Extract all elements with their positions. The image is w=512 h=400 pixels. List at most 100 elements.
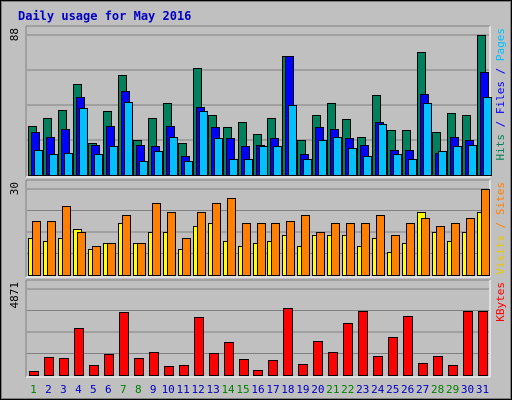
- panel-kbytes-legend: KBytes: [494, 282, 507, 322]
- bar-pages-day-25: [393, 154, 402, 176]
- bar-pages-day-22: [348, 148, 357, 176]
- day-label: 26: [401, 383, 414, 396]
- bar-pages-day-15: [244, 159, 253, 176]
- bar-sites-day-12: [197, 212, 206, 276]
- bar-kbytes-day-25: [388, 337, 398, 376]
- bar-sites-day-24: [376, 215, 385, 276]
- day-label: 9: [150, 383, 157, 396]
- day-label: 21: [326, 383, 339, 396]
- day-label: 14: [221, 383, 235, 396]
- bar-sites-day-25: [391, 235, 400, 276]
- legend-entry: Hits: [494, 134, 507, 161]
- panel-kbytes-ymax-label: 4871: [8, 282, 21, 309]
- day-label: 24: [371, 383, 385, 396]
- bar-kbytes-day-31: [478, 311, 488, 376]
- bar-kbytes-day-1: [29, 371, 39, 376]
- legend-entry: /: [494, 114, 507, 134]
- bar-pages-day-2: [49, 154, 58, 176]
- day-label: 15: [236, 383, 249, 396]
- bar-sites-day-27: [421, 218, 430, 276]
- bar-kbytes-day-7: [119, 312, 129, 376]
- day-label: 13: [206, 383, 219, 396]
- bar-kbytes-day-5: [89, 365, 99, 376]
- bar-sites-day-30: [466, 218, 475, 276]
- bar-kbytes-day-4: [74, 328, 84, 376]
- bar-pages-day-3: [64, 153, 73, 176]
- bar-kbytes-day-18: [283, 308, 293, 376]
- bar-kbytes-day-19: [298, 364, 308, 376]
- day-label: 22: [341, 383, 354, 396]
- bar-kbytes-day-29: [448, 365, 458, 376]
- day-label: 12: [192, 383, 205, 396]
- day-label: 29: [446, 383, 459, 396]
- day-label: 5: [90, 383, 97, 396]
- bar-sites-day-13: [212, 203, 221, 276]
- bar-sites-day-22: [346, 223, 355, 276]
- bar-kbytes-day-23: [358, 311, 368, 376]
- bar-pages-day-4: [79, 108, 88, 176]
- bar-sites-day-17: [271, 223, 280, 276]
- bar-pages-day-10: [169, 137, 178, 176]
- bar-kbytes-day-22: [343, 323, 353, 376]
- day-label: 31: [476, 383, 489, 396]
- bar-sites-day-18: [286, 221, 295, 276]
- bar-pages-day-19: [303, 159, 312, 176]
- bar-kbytes-day-6: [104, 354, 114, 376]
- bar-kbytes-day-24: [373, 356, 383, 376]
- bar-sites-day-26: [406, 223, 415, 276]
- bar-pages-day-23: [363, 156, 372, 176]
- panel-kbytes-background: [26, 280, 490, 377]
- bar-kbytes-day-28: [433, 356, 443, 376]
- bar-pages-day-7: [124, 102, 133, 176]
- bar-sites-day-8: [137, 243, 146, 276]
- bar-pages-day-16: [259, 146, 268, 176]
- bar-kbytes-day-8: [134, 358, 144, 376]
- bar-sites-day-28: [436, 226, 445, 276]
- bar-kbytes-day-12: [194, 317, 204, 376]
- bar-sites-day-6: [107, 243, 116, 276]
- legend-entry: Pages: [494, 28, 507, 61]
- bar-kbytes-day-13: [209, 353, 219, 376]
- bar-pages-day-31: [483, 97, 492, 176]
- bar-pages-day-27: [423, 103, 432, 176]
- bar-pages-day-14: [229, 159, 238, 176]
- legend-entry: /: [494, 61, 507, 81]
- chart-title: Daily usage for May 2016: [18, 9, 191, 23]
- day-label: 10: [162, 383, 175, 396]
- panel-kbytes: 4871 KBytes: [8, 279, 507, 378]
- day-label: 17: [266, 383, 279, 396]
- bar-pages-day-28: [438, 151, 447, 176]
- day-label: 18: [281, 383, 294, 396]
- bar-sites-day-23: [361, 223, 370, 276]
- bar-pages-day-5: [94, 154, 103, 176]
- panel-visits-ymax-label: 30: [8, 182, 21, 195]
- bar-kbytes-day-20: [313, 341, 323, 376]
- day-label: 30: [461, 383, 474, 396]
- day-label: 19: [296, 383, 309, 396]
- day-label: 16: [251, 383, 264, 396]
- bar-pages-day-8: [139, 161, 148, 176]
- panel-hits-ymax-label: 88: [8, 28, 21, 41]
- bar-pages-day-1: [34, 150, 43, 176]
- bar-kbytes-day-14: [224, 342, 234, 376]
- bar-sites-day-9: [152, 203, 161, 276]
- bar-sites-day-16: [257, 223, 266, 276]
- chart-panels: 88 Hits / Files / Pages 30 Visits / Sites 48…: [8, 25, 507, 378]
- bar-sites-day-2: [47, 221, 56, 276]
- panel-hits-legend: Hits / Files / Pages: [494, 28, 507, 161]
- bar-pages-day-29: [453, 146, 462, 176]
- day-label: 20: [311, 383, 324, 396]
- bar-kbytes-day-17: [268, 360, 278, 376]
- day-label: 11: [177, 383, 190, 396]
- day-label: 6: [105, 383, 112, 396]
- bar-sites-day-31: [481, 189, 490, 276]
- bar-kbytes-day-15: [239, 359, 249, 376]
- bar-pages-day-26: [408, 159, 417, 176]
- bar-sites-day-5: [92, 246, 101, 276]
- bar-kbytes-day-26: [403, 316, 413, 376]
- legend-entry: Sites: [494, 182, 507, 215]
- bar-kbytes-day-30: [463, 311, 473, 376]
- bar-kbytes-day-27: [418, 363, 428, 376]
- bar-sites-day-14: [227, 198, 236, 276]
